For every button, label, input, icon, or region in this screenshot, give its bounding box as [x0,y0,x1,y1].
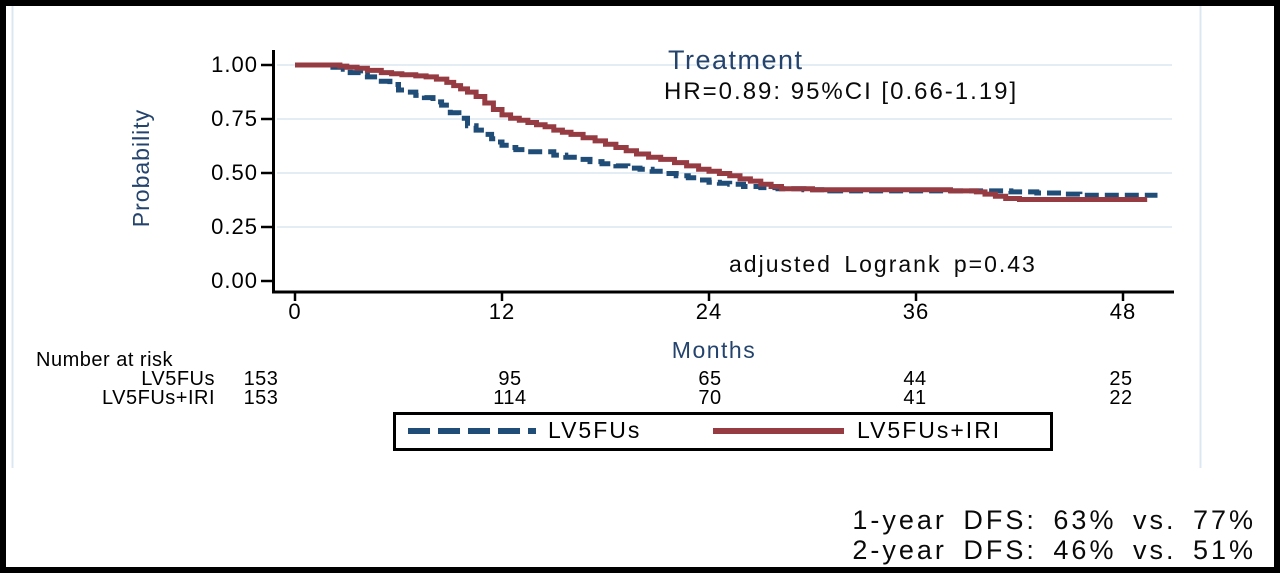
dfs-2yr-text: 2-year DFS: 46% vs. 51% [852,535,1256,565]
legend-label-lv5fus: LV5FUs [548,417,642,443]
legend: LV5FUs LV5FUs+IRI [393,412,1053,451]
risk-row-label-lv5fus: LV5FUs [141,368,215,390]
x-axis-title: Months [671,337,757,363]
x-tick-marks [293,293,1125,301]
x-tick-label-24: 24 [695,299,723,324]
chart-title: Treatment [668,45,804,75]
x-tick-label-12: 12 [488,299,516,324]
risk-row-label-lv5fus-iri: LV5FUs+IRI [102,387,215,409]
risk-value: 153 [243,368,279,390]
dfs-1yr-text: 1-year DFS: 63% vs. 77% [852,505,1256,535]
legend-line-sample-lv5fus-iri [713,428,844,434]
y-tick-label-025: 0.25 [211,214,258,239]
legend-label-lv5fus-iri: LV5FUs+IRI [857,417,1002,443]
x-tick-label-0: 0 [288,299,302,324]
risk-value: 22 [1109,387,1133,409]
km-curve-lv5fus-iri [295,62,1148,202]
risk-value: 95 [498,368,522,390]
y-tick-label-100: 1.00 [211,52,258,77]
risk-value: 65 [698,368,722,390]
risk-value: 153 [243,387,279,409]
risk-table-header: Number at risk [36,349,174,371]
risk-value: 114 [493,387,527,409]
x-tick-label-48: 48 [1109,299,1137,324]
y-tick-label-050: 0.50 [211,160,258,185]
risk-value: 41 [903,387,927,409]
x-tick-label-36: 36 [902,299,930,324]
risk-value: 25 [1109,368,1133,390]
logrank-annotation: adjusted Logrank p=0.43 [729,251,1037,277]
y-tick-marks [261,63,272,283]
y-tick-label-000: 0.00 [211,268,258,293]
legend-line-sample-lv5fus [408,428,536,434]
y-tick-label-075: 0.75 [211,106,258,131]
dfs-summary: 1-year DFS: 63% vs. 77% 2-year DFS: 46% … [852,505,1256,565]
y-axis-title: Probability [128,108,154,228]
hr-annotation: HR=0.89: 95%CI [0.66-1.19] [664,78,1019,105]
risk-value: 70 [698,387,722,409]
risk-value: 44 [903,368,927,390]
